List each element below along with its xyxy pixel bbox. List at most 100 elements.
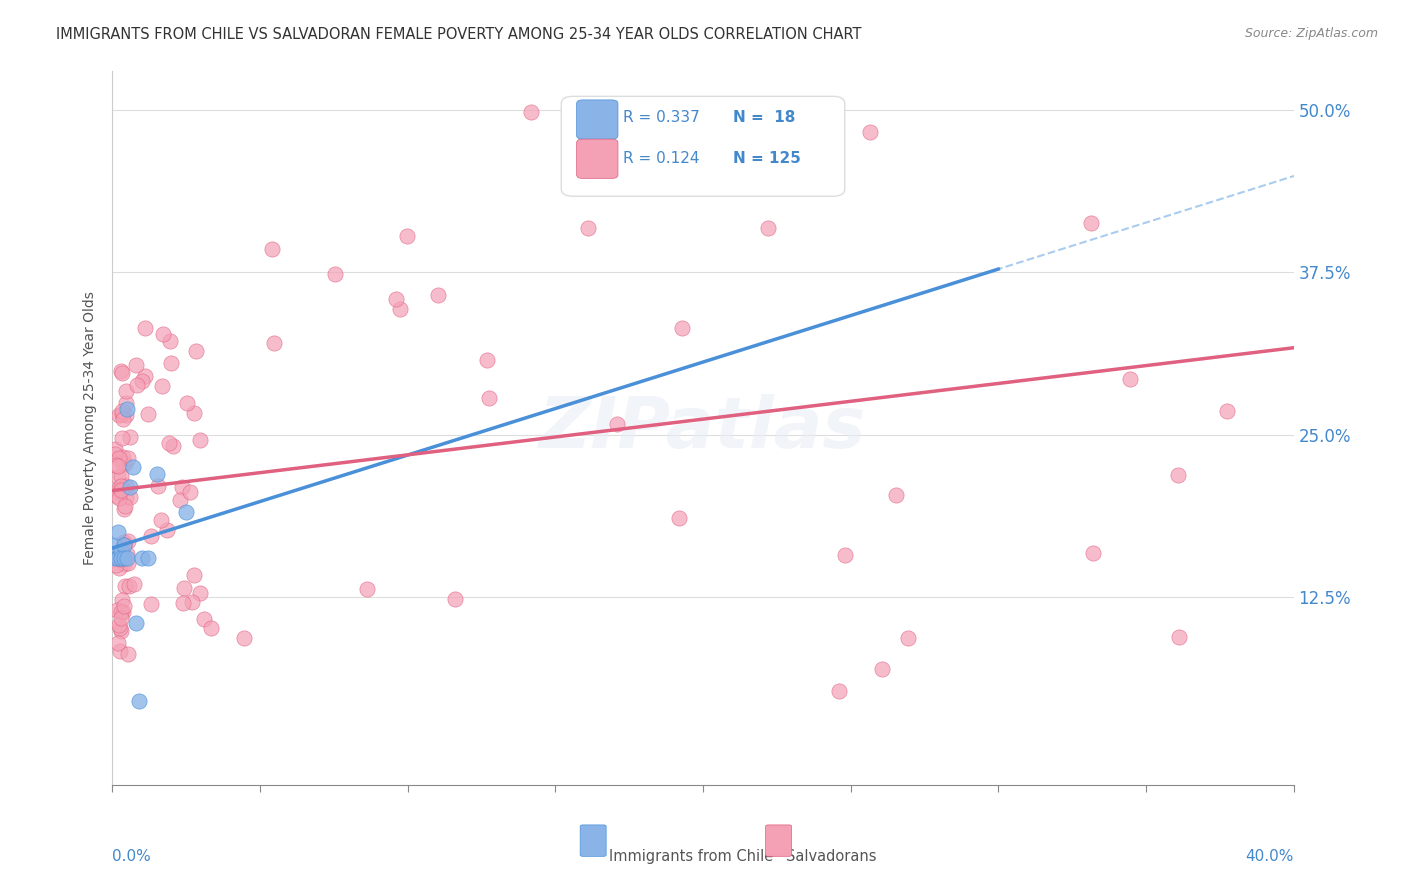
Text: 40.0%: 40.0% — [1246, 849, 1294, 864]
Point — [112, 558, 135, 572]
Point — [200, 622, 222, 636]
Point — [107, 550, 129, 565]
Point — [122, 460, 145, 475]
Point — [188, 434, 211, 448]
Point — [139, 529, 162, 543]
Point — [134, 321, 156, 335]
Point — [824, 164, 846, 178]
Point — [120, 479, 142, 493]
Point — [108, 551, 131, 566]
Text: Salvadorans: Salvadorans — [786, 849, 876, 864]
Point — [146, 467, 169, 481]
Point — [111, 456, 134, 470]
Point — [114, 384, 136, 399]
Point — [118, 430, 141, 444]
Point — [162, 439, 184, 453]
Point — [108, 621, 131, 635]
Point — [150, 378, 173, 392]
Point — [396, 229, 419, 244]
FancyBboxPatch shape — [766, 825, 792, 856]
Point — [117, 557, 139, 571]
Point — [671, 321, 693, 335]
Point — [112, 599, 135, 614]
Point — [117, 401, 138, 416]
Point — [193, 612, 215, 626]
Point — [606, 417, 628, 432]
Point — [325, 267, 347, 281]
Point — [172, 596, 194, 610]
Point — [128, 693, 150, 707]
Point — [110, 484, 132, 499]
FancyBboxPatch shape — [581, 825, 606, 856]
Point — [107, 481, 129, 495]
Point — [1080, 215, 1102, 229]
Point — [173, 581, 195, 595]
Point — [117, 534, 139, 549]
FancyBboxPatch shape — [576, 100, 619, 139]
Point — [112, 550, 135, 565]
Point — [108, 408, 131, 422]
Point — [110, 624, 132, 639]
Point — [112, 538, 135, 552]
Point — [104, 442, 127, 456]
Point — [157, 436, 180, 450]
Point — [110, 364, 132, 378]
Point — [105, 603, 128, 617]
Point — [176, 396, 198, 410]
Point — [114, 490, 136, 504]
Point — [112, 501, 135, 516]
Text: R = 0.124: R = 0.124 — [623, 151, 699, 166]
Point — [134, 368, 156, 383]
Point — [426, 288, 449, 302]
Point — [112, 537, 135, 551]
Point — [478, 391, 501, 405]
FancyBboxPatch shape — [561, 96, 845, 196]
Point — [108, 450, 131, 465]
Point — [870, 662, 893, 676]
Point — [117, 547, 139, 561]
Point — [117, 450, 139, 465]
Point — [111, 431, 134, 445]
Y-axis label: Female Poverty Among 25-34 Year Olds: Female Poverty Among 25-34 Year Olds — [83, 291, 97, 566]
Text: IMMIGRANTS FROM CHILE VS SALVADORAN FEMALE POVERTY AMONG 25-34 YEAR OLDS CORRELA: IMMIGRANTS FROM CHILE VS SALVADORAN FEMA… — [56, 27, 862, 42]
Point — [115, 478, 138, 492]
Point — [356, 582, 378, 596]
FancyBboxPatch shape — [576, 139, 619, 178]
Point — [704, 110, 727, 124]
Point — [262, 243, 284, 257]
Point — [389, 301, 412, 316]
Point — [107, 636, 129, 650]
Point — [149, 513, 172, 527]
Point — [156, 523, 179, 537]
Point — [104, 550, 127, 565]
Point — [174, 506, 197, 520]
Point — [104, 458, 127, 472]
Point — [107, 459, 129, 474]
Point — [118, 491, 141, 505]
Point — [1083, 546, 1105, 560]
Point — [141, 597, 163, 611]
Point — [118, 579, 141, 593]
Point — [1216, 404, 1239, 418]
Text: R = 0.337: R = 0.337 — [623, 111, 699, 125]
Point — [159, 334, 181, 349]
Point — [668, 511, 690, 525]
Point — [477, 352, 499, 367]
Point — [112, 538, 135, 552]
Point — [125, 378, 148, 392]
Point — [112, 534, 135, 549]
Point — [110, 544, 132, 558]
Point — [114, 579, 136, 593]
Text: ZIPatlas: ZIPatlas — [540, 393, 866, 463]
Point — [104, 558, 127, 572]
Point — [110, 611, 132, 625]
Point — [111, 366, 134, 380]
Point — [834, 548, 856, 562]
Point — [104, 447, 127, 461]
Point — [169, 492, 191, 507]
Point — [114, 395, 136, 409]
Point — [117, 550, 138, 565]
Point — [108, 491, 131, 505]
Point — [179, 484, 201, 499]
Point — [136, 550, 159, 565]
